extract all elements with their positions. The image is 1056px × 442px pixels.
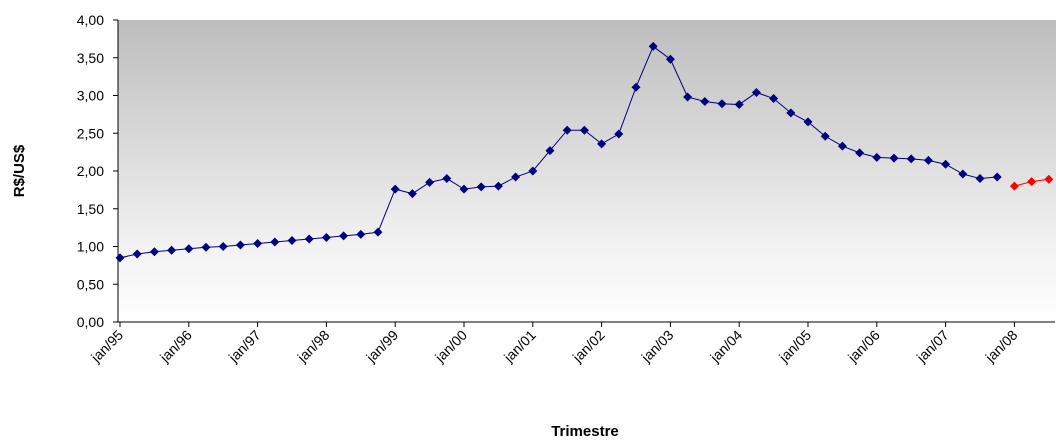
marker [597,139,607,149]
marker [734,100,744,110]
marker [545,146,555,156]
marker [665,54,675,64]
marker [425,177,435,187]
marker [132,249,142,259]
marker [1009,181,1019,191]
marker [751,87,761,97]
marker [287,235,297,245]
x-tick-label: jan/04 [706,327,745,366]
marker [356,229,366,239]
marker [442,174,452,184]
y-tick-label: 0,50 [77,276,104,292]
y-tick-label: 2,50 [77,125,104,141]
y-tick-label: 3,50 [77,50,104,66]
y-tick-label: 0,00 [77,314,104,330]
marker [992,172,1002,182]
y-tick-label: 1,00 [77,239,104,255]
marker [476,182,486,192]
x-tick-label: jan/95 [87,327,126,366]
y-tick-label: 2,00 [77,163,104,179]
y-tick-label: 3,00 [77,88,104,104]
marker [717,99,727,109]
marker [1027,177,1037,187]
marker [304,234,314,244]
marker [975,174,985,184]
marker [459,184,469,194]
marker [528,166,538,176]
marker [683,92,693,102]
marker [149,247,159,257]
marker [235,240,245,250]
marker [390,184,400,194]
marker [184,244,194,254]
marker [906,154,916,164]
x-tick-label: jan/96 [156,327,195,366]
x-tick-label: jan/01 [500,327,539,366]
x-axis-title: Trimestre [551,423,619,440]
y-tick-label: 1,50 [77,201,104,217]
marker [562,125,572,135]
marker [941,159,951,169]
marker [218,242,228,251]
marker [115,253,125,263]
x-tick-label: jan/02 [569,327,608,366]
marker [958,169,968,179]
marker [167,245,177,255]
marker [270,237,280,247]
marker [614,129,624,139]
marker [321,232,331,242]
x-tick-label: jan/97 [225,327,264,366]
x-tick-label: jan/03 [638,327,677,366]
x-tick-label: jan/99 [362,327,401,366]
marker [631,82,641,92]
marker [786,108,796,118]
marker [493,181,503,191]
marker [889,153,899,163]
series-line [119,45,998,259]
y-tick-label: 4,00 [77,12,104,28]
marker [201,242,211,252]
marker [700,97,710,107]
x-tick-label: jan/07 [913,327,952,366]
marker [855,148,865,158]
marker [820,131,830,141]
marker [407,189,417,199]
marker [253,238,263,248]
marker [872,152,882,162]
marker [803,117,813,127]
x-tick-label: jan/98 [294,327,333,366]
x-tick-label: jan/06 [844,327,883,366]
marker [837,141,847,151]
y-axis-title: R$/US$ [11,144,28,197]
marker [769,94,779,104]
x-tick-label: jan/05 [775,327,814,366]
marker [648,41,658,51]
marker [339,231,349,241]
x-tick-label: jan/00 [431,327,470,366]
marker [373,227,383,237]
plot-area [118,20,1056,322]
x-tick-label: jan/08 [982,327,1021,366]
marker [923,155,933,165]
marker [579,125,589,135]
marker [511,172,521,182]
marker [1044,174,1054,184]
